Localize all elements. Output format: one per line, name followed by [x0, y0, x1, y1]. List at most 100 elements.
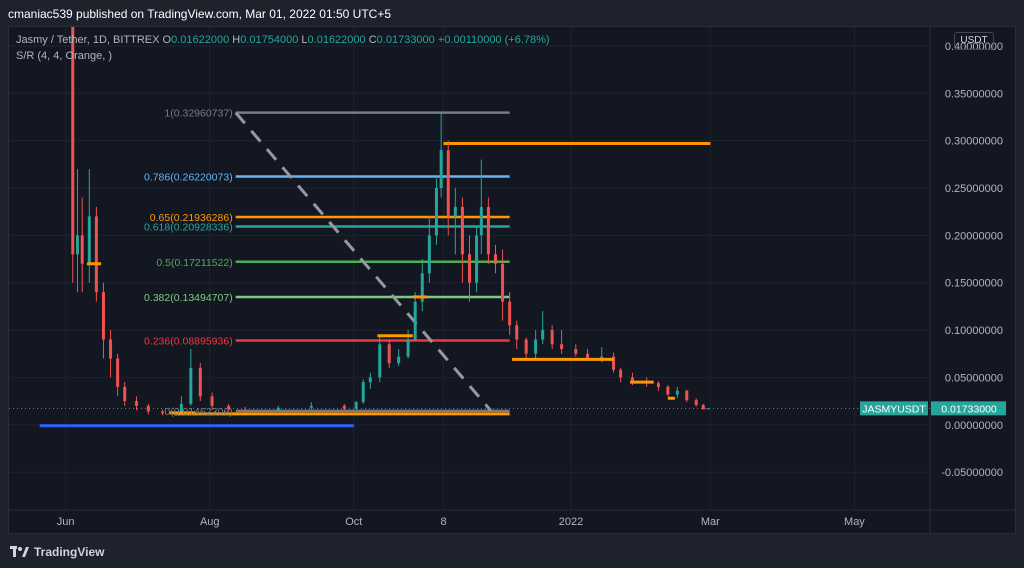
candle-body — [479, 206, 483, 236]
candle-body — [243, 409, 247, 411]
candle-body — [468, 254, 471, 283]
y-tick-label: 0.25000000 — [945, 183, 1003, 195]
publisher-text: cmaniac539 published on TradingView.com,… — [8, 7, 392, 21]
close-label: C — [368, 34, 377, 46]
candle-body — [619, 369, 623, 378]
candle-body — [475, 235, 479, 283]
candle-body — [123, 386, 127, 402]
candle-body — [701, 404, 705, 410]
candle-body — [600, 356, 604, 359]
x-tick-label: May — [844, 516, 865, 528]
y-tick-label: 0.30000000 — [945, 136, 1003, 148]
fib-level-label: 0.5(0.17211522) — [156, 257, 232, 269]
candle-body — [116, 358, 120, 387]
candle-body — [397, 356, 401, 364]
candle-body — [515, 325, 519, 340]
symbol-tag: JASMYUSDT — [862, 403, 926, 415]
candle-body — [486, 206, 490, 255]
y-tick-label: 0.10000000 — [945, 325, 1003, 337]
header-bar: cmaniac539 published on TradingView.com,… — [0, 0, 1024, 26]
fib-trend-line — [234, 111, 492, 412]
candle-body — [361, 382, 365, 403]
candle-body — [434, 188, 438, 236]
x-tick-label: Mar — [701, 516, 720, 528]
candle-body — [574, 349, 578, 354]
candle-body — [694, 400, 698, 405]
candle-body — [685, 390, 689, 401]
candle-body — [493, 254, 497, 264]
candle-body — [560, 344, 564, 349]
candle-body — [413, 301, 417, 340]
candle-body — [656, 383, 660, 387]
low-label: L — [301, 34, 308, 46]
candle-body — [612, 356, 616, 370]
candle-body — [75, 235, 79, 255]
symbol-tag-bg — [860, 401, 928, 416]
candle-body — [227, 405, 231, 410]
open-label: O — [162, 34, 172, 46]
candle-body — [378, 344, 382, 378]
candle-body — [420, 273, 424, 302]
candle-body — [146, 405, 150, 412]
candle-body — [198, 367, 202, 397]
fib-level-label: 0(0.01462306) — [164, 406, 232, 418]
candle-body — [427, 235, 431, 274]
change-value: +0.00110000 (+6.78%) — [437, 34, 550, 46]
fib-level-label: 0.618(0.20928336) — [144, 222, 233, 234]
x-tick-label: Aug — [200, 516, 220, 528]
chart-pane[interactable] — [8, 26, 1016, 534]
low-value: 0.01622000 — [307, 34, 366, 46]
candle-body — [453, 206, 457, 217]
candle-body — [354, 402, 358, 409]
price-tag: 0.01733000 — [941, 403, 997, 415]
candle-body — [309, 405, 313, 408]
y-tick-label: 0.00000000 — [945, 420, 1003, 432]
candle-body — [550, 330, 554, 345]
close-value: 0.01733000 — [376, 34, 435, 46]
footer: TradingView — [0, 534, 1024, 568]
open-value: 0.01622000 — [171, 34, 230, 46]
candle-body — [524, 339, 528, 354]
tradingview-logo-icon — [10, 546, 29, 557]
candle-body — [71, 27, 75, 255]
y-tick-label: 0.35000000 — [945, 88, 1003, 100]
symbol-title: Jasmy / Tether, 1D, BITTREX — [16, 34, 160, 46]
candle-body — [666, 386, 670, 395]
candle-body — [586, 353, 590, 359]
candle-body — [135, 401, 139, 406]
tradingview-brand: TradingView — [34, 545, 105, 559]
candle-body — [439, 150, 443, 188]
candle-body — [501, 263, 505, 302]
high-label: H — [232, 34, 241, 46]
x-tick-label: 8 — [440, 516, 446, 528]
fib-level-label: 0.236(0.08895936) — [144, 336, 233, 348]
candle-body — [109, 339, 113, 359]
y-tick-label: -0.05000000 — [941, 467, 1003, 479]
candle-body — [189, 367, 193, 404]
candle-body — [675, 390, 679, 395]
fib-level-label: 0.65(0.21936286) — [150, 212, 233, 224]
candle-body — [101, 292, 105, 340]
high-value: 0.01754000 — [240, 34, 299, 46]
candle-body — [446, 150, 450, 217]
candle-body — [534, 339, 538, 354]
x-tick-label: 2022 — [559, 516, 583, 528]
currency-button[interactable]: USDT — [954, 32, 994, 50]
candle-body — [387, 344, 391, 364]
tradingview-logo[interactable]: TradingView — [10, 545, 104, 559]
symbol-legend[interactable]: Jasmy / Tether, 1D, BITTREX O0.01622000 … — [16, 34, 550, 46]
candle-body — [368, 377, 372, 383]
x-tick-label: Oct — [345, 516, 362, 528]
y-tick-label: 0.20000000 — [945, 230, 1003, 242]
y-tick-label: 0.15000000 — [945, 278, 1003, 290]
candle-body — [406, 339, 410, 357]
candle-body — [87, 216, 91, 264]
indicator-legend[interactable]: S/R (4, 4, Orange, ) — [16, 50, 112, 62]
y-tick-label: 0.05000000 — [945, 372, 1003, 384]
candle-body — [541, 330, 545, 340]
candle-body — [706, 408, 710, 410]
fib-level-label: 0.382(0.13494707) — [144, 292, 233, 304]
x-tick-label: Jun — [57, 516, 75, 528]
candle-body — [508, 301, 512, 326]
